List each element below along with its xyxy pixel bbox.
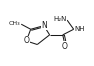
Text: O: O [62,42,68,51]
Text: H₂N: H₂N [53,16,66,22]
Text: CH₃: CH₃ [8,21,20,26]
Text: O: O [23,36,29,45]
Text: NH: NH [74,26,85,32]
Text: N: N [42,21,47,30]
